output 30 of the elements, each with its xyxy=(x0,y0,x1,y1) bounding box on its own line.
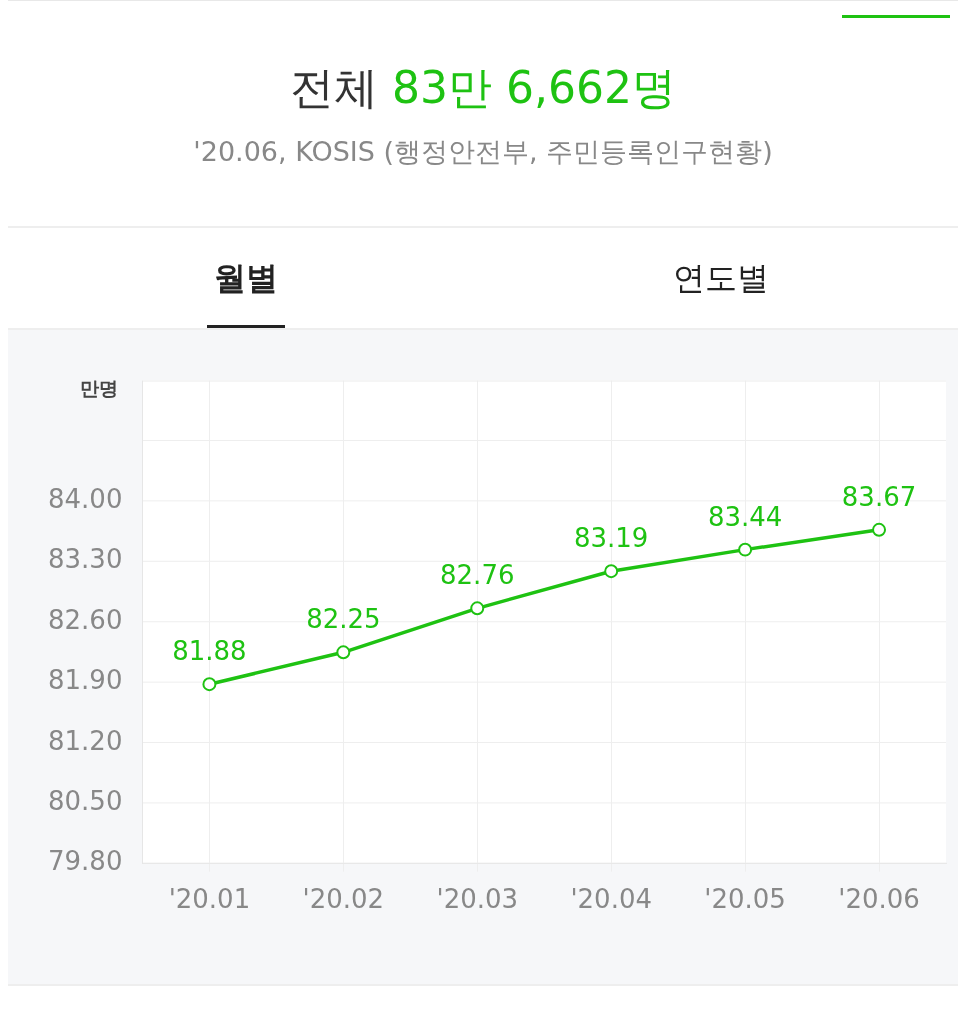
data-label: 83.19 xyxy=(573,523,649,554)
data-label: 81.88 xyxy=(172,636,247,667)
text: 82.60 xyxy=(48,604,123,635)
x-tick-label: '20.04 xyxy=(570,883,652,914)
x-tick-label: '20.01 xyxy=(168,883,251,914)
text: 월별 xyxy=(212,258,279,299)
text: 연도별 xyxy=(671,258,770,299)
x-tick-label: '20.03 xyxy=(436,883,519,914)
data-label: 82.76 xyxy=(440,560,515,591)
text: 79.80 xyxy=(48,846,123,877)
point xyxy=(336,645,351,660)
point xyxy=(872,522,887,537)
text: 84.00 xyxy=(48,484,123,514)
y-axis-title: 만명 xyxy=(80,377,119,400)
point xyxy=(738,542,753,557)
data-label: 83.67 xyxy=(841,481,917,512)
text: 81.90 xyxy=(48,665,123,696)
point xyxy=(604,564,619,579)
x-tick-label: '20.02 xyxy=(302,883,385,914)
x-tick-label: '20.05 xyxy=(704,883,786,914)
point xyxy=(202,677,217,692)
text: 83.30 xyxy=(48,544,123,575)
x-tick-label: '20.06 xyxy=(838,883,920,914)
chart-subtitle: '20.06, KOSIS (행정안전부, 주민등록인구현황) xyxy=(192,135,774,169)
point xyxy=(470,601,485,616)
data-label: 83.44 xyxy=(707,501,783,532)
text: 80.50 xyxy=(48,786,123,816)
data-label: 82.25 xyxy=(306,604,381,635)
chart-title: 전체 83만 6,662명 xyxy=(289,61,677,115)
text: 81.20 xyxy=(48,725,123,756)
